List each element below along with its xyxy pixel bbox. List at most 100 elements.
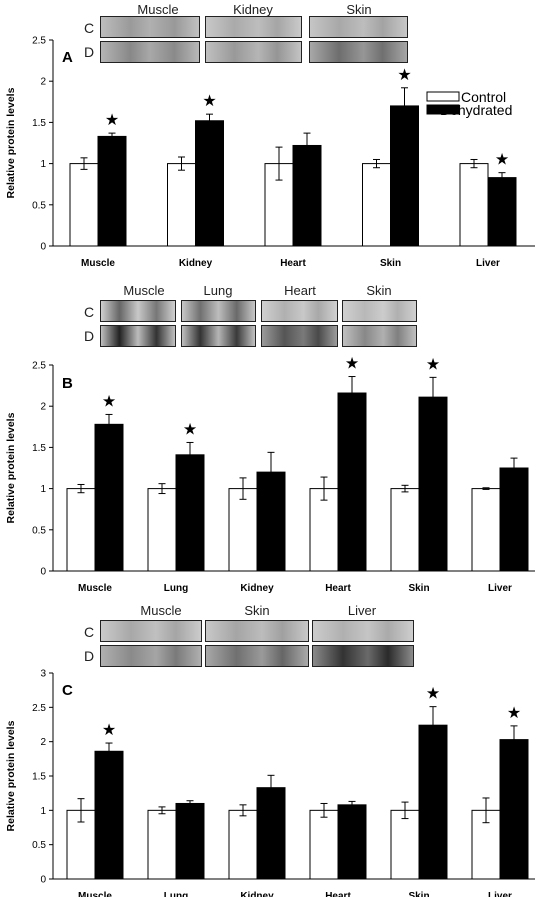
blot-strip [181, 325, 256, 347]
blot-strip [342, 300, 417, 322]
y-tick-label: 0.5 [32, 200, 46, 211]
y-tick-label: 2.5 [32, 361, 46, 372]
bar-control [66, 809, 96, 880]
bar-dehydrated [418, 396, 448, 572]
significance-star-icon: ★ [426, 354, 440, 373]
panel-letter: A [62, 49, 73, 66]
significance-star-icon: ★ [495, 150, 509, 169]
significance-star-icon: ★ [426, 684, 440, 703]
blot-row-label-dehydrated: D [84, 44, 95, 60]
x-tick-label: Liver [476, 258, 500, 269]
bar-dehydrated [256, 787, 286, 880]
blot-label-lung: Lung [203, 283, 233, 298]
blot-strip [342, 325, 417, 347]
bar-dehydrated [487, 177, 517, 247]
blot-strip [205, 645, 309, 667]
y-tick-label: 1.5 [32, 443, 46, 454]
x-tick-label: Liver [488, 891, 512, 897]
bar-dehydrated [390, 105, 419, 247]
significance-star-icon: ★ [102, 391, 116, 410]
bar-dehydrated [94, 423, 124, 572]
y-tick-label: 0.5 [32, 525, 46, 536]
blot-label-muscle: Muscle [140, 603, 182, 618]
bar-dehydrated [499, 739, 529, 880]
blot-row-label-control: C [84, 624, 95, 640]
y-tick-label: 2.5 [32, 36, 46, 47]
y-tick-label: 1 [40, 484, 46, 495]
x-tick-label: Kidney [179, 258, 213, 269]
blot-label-heart: Heart [284, 283, 316, 298]
x-tick-label: Liver [488, 583, 512, 594]
bar-dehydrated [256, 471, 286, 572]
blot-label-kidney: Kidney [233, 2, 273, 17]
bar-dehydrated [195, 120, 224, 247]
x-tick-label: Skin [408, 583, 429, 594]
blot-strip [261, 325, 338, 347]
y-tick-label: 2 [40, 402, 46, 413]
bar-dehydrated [97, 135, 127, 247]
bar-control [390, 488, 420, 572]
significance-star-icon: ★ [397, 65, 411, 84]
y-tick-label: 2 [40, 77, 46, 88]
significance-star-icon: ★ [105, 110, 119, 129]
bar-dehydrated [499, 467, 529, 572]
significance-star-icon: ★ [202, 91, 216, 110]
blot-strip [100, 300, 176, 322]
y-tick-label: 2.5 [32, 703, 46, 714]
x-tick-label: Kidney [240, 891, 274, 897]
bar-control [147, 488, 177, 572]
significance-star-icon: ★ [507, 703, 521, 722]
significance-star-icon: ★ [102, 720, 116, 739]
significance-star-icon: ★ [345, 354, 359, 373]
blot-strip [205, 16, 302, 38]
bar-control [69, 163, 99, 247]
bar-control [167, 163, 196, 247]
bar-control [264, 163, 294, 247]
bar-control [459, 163, 489, 247]
blot-strip [100, 325, 176, 347]
bar-control [228, 809, 258, 880]
bar-control [66, 488, 96, 572]
blot-label-skin: Skin [244, 603, 270, 618]
blot-strip [100, 41, 200, 63]
bar-control [309, 809, 339, 880]
y-axis-label: Relative protein levels [5, 87, 17, 198]
blot-strip [312, 620, 414, 642]
y-tick-label: 1 [40, 159, 46, 170]
x-tick-label: Kidney [240, 583, 274, 594]
x-tick-label: Muscle [78, 891, 112, 897]
bar-dehydrated [94, 750, 124, 880]
blot-strip [205, 41, 302, 63]
blot-label-muscle: Muscle [123, 283, 165, 298]
blot-strip [309, 16, 408, 38]
blot-label-skin: Skin [366, 283, 392, 298]
legend-label-control: Control [461, 89, 506, 105]
blot-label-liver: Liver [347, 603, 377, 618]
legend-swatch-control [426, 91, 460, 102]
y-tick-label: 3 [40, 669, 46, 680]
blot-strip [100, 645, 202, 667]
panel-letter: B [62, 375, 73, 392]
y-tick-label: 1 [40, 806, 46, 817]
x-tick-label: Lung [164, 583, 188, 594]
blot-label-skin: Skin [346, 2, 372, 17]
blot-row-label-control: C [84, 304, 95, 320]
y-tick-label: 1.5 [32, 118, 46, 129]
bar-dehydrated [292, 144, 322, 247]
y-tick-label: 2 [40, 737, 46, 748]
blot-row-label-control: C [84, 20, 95, 36]
bar-dehydrated [175, 802, 205, 880]
bar-control [228, 488, 258, 572]
x-tick-label: Heart [280, 258, 306, 269]
x-tick-label: Heart [325, 583, 351, 594]
bar-dehydrated [337, 804, 367, 880]
bar-control [390, 809, 420, 880]
legend-label-dehydrated: Dehydrated [440, 102, 512, 118]
x-tick-label: Skin [380, 258, 401, 269]
y-axis-label: Relative protein levels [5, 412, 17, 523]
y-tick-label: 0.5 [32, 840, 46, 851]
x-tick-label: Lung [164, 891, 188, 897]
blot-strip [312, 645, 414, 667]
panel-letter: C [62, 682, 73, 699]
